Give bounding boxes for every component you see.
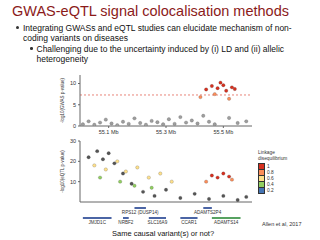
svg-text:55.5 Mb: 55.5 Mb [213, 129, 233, 135]
html-text:0.8: 0.8 [267, 169, 274, 175]
svg-text:ADAMTS14: ADAMTS14 [214, 220, 239, 225]
html-text:Same causal variant(s) or not?: Same causal variant(s) or not? [112, 229, 215, 238]
html-text:GWAS-eQTL signal colocalisatio: GWAS-eQTL signal colocalisation methods [12, 3, 289, 19]
svg-text:CCAR1: CCAR1 [181, 220, 197, 225]
svg-text:10: 10 [70, 80, 76, 86]
html-text:Linkage disequilibrium: Linkage disequilibrium [258, 150, 288, 161]
svg-text:5: 5 [73, 102, 76, 108]
svg-text:SLC16A9: SLC16A9 [148, 220, 168, 225]
svg-text:-log10(eQTL p-value): -log10(eQTL p-value) [60, 150, 65, 193]
svg-text:55.3 Mb: 55.3 Mb [156, 129, 176, 135]
svg-text:JMJD1C: JMJD1C [88, 220, 106, 225]
html-text:0.6: 0.6 [267, 175, 274, 181]
html-text:0.4: 0.4 [267, 181, 274, 187]
svg-text:30: 30 [70, 138, 76, 144]
svg-text:20: 20 [70, 158, 76, 164]
svg-text:ADAMTS2P4: ADAMTS2P4 [194, 210, 222, 215]
svg-text:55.1 Mb: 55.1 Mb [99, 129, 119, 135]
html-text:1: 1 [267, 163, 270, 169]
svg-text:NRBF2: NRBF2 [118, 220, 134, 225]
html-text:Challenging due to the uncerta: Challenging due to the uncertainty induc… [36, 44, 285, 64]
html-text:0.2: 0.2 [267, 187, 274, 193]
svg-text:10: 10 [70, 179, 76, 185]
svg-text:RPS12 (DUSP14): RPS12 (DUSP14) [122, 210, 159, 215]
svg-text:0: 0 [73, 123, 76, 129]
html-text:Integrating GWASs and eQTL stu: Integrating GWASs and eQTL studies can e… [23, 23, 292, 43]
svg-text:-log10(GWAS p-value): -log10(GWAS p-value) [60, 77, 65, 123]
html-text:Allen et al, 2017: Allen et al, 2017 [262, 221, 302, 227]
